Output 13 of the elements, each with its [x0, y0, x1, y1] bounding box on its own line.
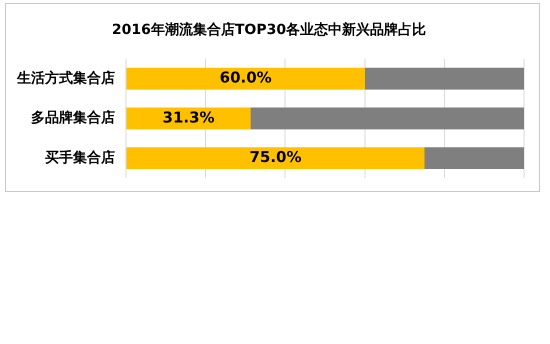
- bar: [424, 147, 524, 170]
- chart-title: 2016年潮流集合店TOP30各业态中新兴品牌占比: [112, 21, 426, 38]
- data-label: 60.0%: [220, 68, 272, 87]
- y-tick-label: 买手集合店: [45, 148, 115, 166]
- bar: [126, 68, 365, 90]
- data-label: 31.3%: [162, 108, 215, 126]
- bar: [126, 147, 424, 170]
- data-label: 75.0%: [249, 148, 302, 166]
- y-tick-label: 生活方式集合店: [16, 69, 115, 86]
- y-tick-label: 多品牌集合店: [31, 109, 115, 126]
- bar: [250, 107, 524, 130]
- bar: [364, 68, 524, 90]
- bar: [126, 107, 251, 130]
